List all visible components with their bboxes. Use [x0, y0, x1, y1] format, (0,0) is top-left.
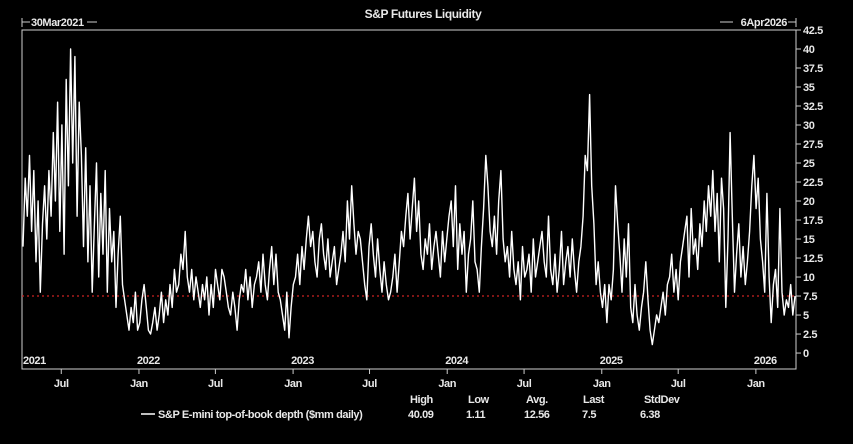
- series-line-sp-emini-depth: [22, 48, 796, 346]
- x-tick-label: Jul: [671, 378, 686, 390]
- stat-header-low: Low: [468, 394, 490, 406]
- y-tick-label: 37.5: [803, 63, 823, 75]
- y-tick-label: 20: [803, 196, 815, 208]
- legend-series-name: S&P E-mini top-of-book depth ($mm daily): [158, 409, 363, 421]
- y-tick-label: 27.5: [803, 139, 823, 151]
- y-tick-label: 15: [803, 234, 815, 246]
- stat-header-avg: Avg.: [526, 394, 548, 406]
- plot-frame: [21, 29, 797, 370]
- year-label: 2024: [445, 355, 469, 367]
- stat-header-stddev: StdDev: [644, 394, 681, 406]
- x-tick-label: Jul: [517, 378, 532, 390]
- end-date-marker: 6Apr2026: [720, 17, 797, 29]
- stat-header-high: High: [410, 394, 434, 406]
- y-tick-label: 17.5: [803, 215, 823, 227]
- stat-header-last: Last: [583, 394, 605, 406]
- x-tick-label: Jul: [54, 378, 69, 390]
- stat-value-high: 40.09: [408, 409, 434, 421]
- stat-value-low: 1.11: [466, 409, 485, 421]
- legend: S&P E-mini top-of-book depth ($mm daily)…: [141, 394, 681, 421]
- y-tick-label: 7.5: [803, 291, 817, 303]
- stat-value-avg: 12.56: [524, 409, 550, 421]
- year-label: 2023: [291, 355, 314, 367]
- stat-value-stddev: 6.38: [640, 409, 660, 421]
- x-tick-label: Jan: [284, 378, 302, 390]
- x-tick-label: Jul: [208, 378, 223, 390]
- y-tick-label: 5: [803, 310, 809, 322]
- x-tick-label: Jan: [747, 378, 765, 390]
- start-date-label: 30Mar2021: [31, 17, 84, 29]
- year-label: 2022: [137, 355, 160, 367]
- x-tick-label: Jul: [362, 378, 377, 390]
- stat-value-last: 7.5: [582, 409, 596, 421]
- chart-title: S&P Futures Liquidity: [365, 7, 482, 21]
- y-tick-label: 30: [803, 120, 815, 132]
- y-tick-label: 10: [803, 272, 815, 284]
- y-tick-label: 2.5: [803, 329, 817, 341]
- y-tick-label: 35: [803, 82, 815, 94]
- y-tick-label: 40: [803, 44, 815, 56]
- year-label: 2025: [600, 355, 623, 367]
- y-tick-label: 22.5: [803, 177, 823, 189]
- y-tick-label: 32.5: [803, 101, 823, 113]
- x-axis: Jul Jan Jul Jan Jul Jan Jul Jan Jul Jan: [54, 369, 766, 390]
- y-tick-label: 25: [803, 158, 815, 170]
- year-labels: 2021 2022 2023 2024 2025 2026: [23, 355, 777, 367]
- x-tick-label: Jan: [593, 378, 611, 390]
- year-label: 2026: [754, 355, 777, 367]
- start-date-marker: 30Mar2021: [21, 17, 97, 29]
- y-tick-label: 0: [803, 348, 809, 360]
- y-axis: 0 2.5 5 7.5 10 12.5 15 17.5 20 22.5 25 27.5 30 32.5 35…: [796, 25, 823, 360]
- year-label: 2021: [23, 355, 46, 367]
- x-tick-label: Jan: [438, 378, 456, 390]
- x-tick-label: Jan: [130, 378, 148, 390]
- end-date-label: 6Apr2026: [741, 17, 788, 29]
- y-tick-label: 12.5: [803, 253, 823, 265]
- y-tick-label: 42.5: [803, 25, 823, 37]
